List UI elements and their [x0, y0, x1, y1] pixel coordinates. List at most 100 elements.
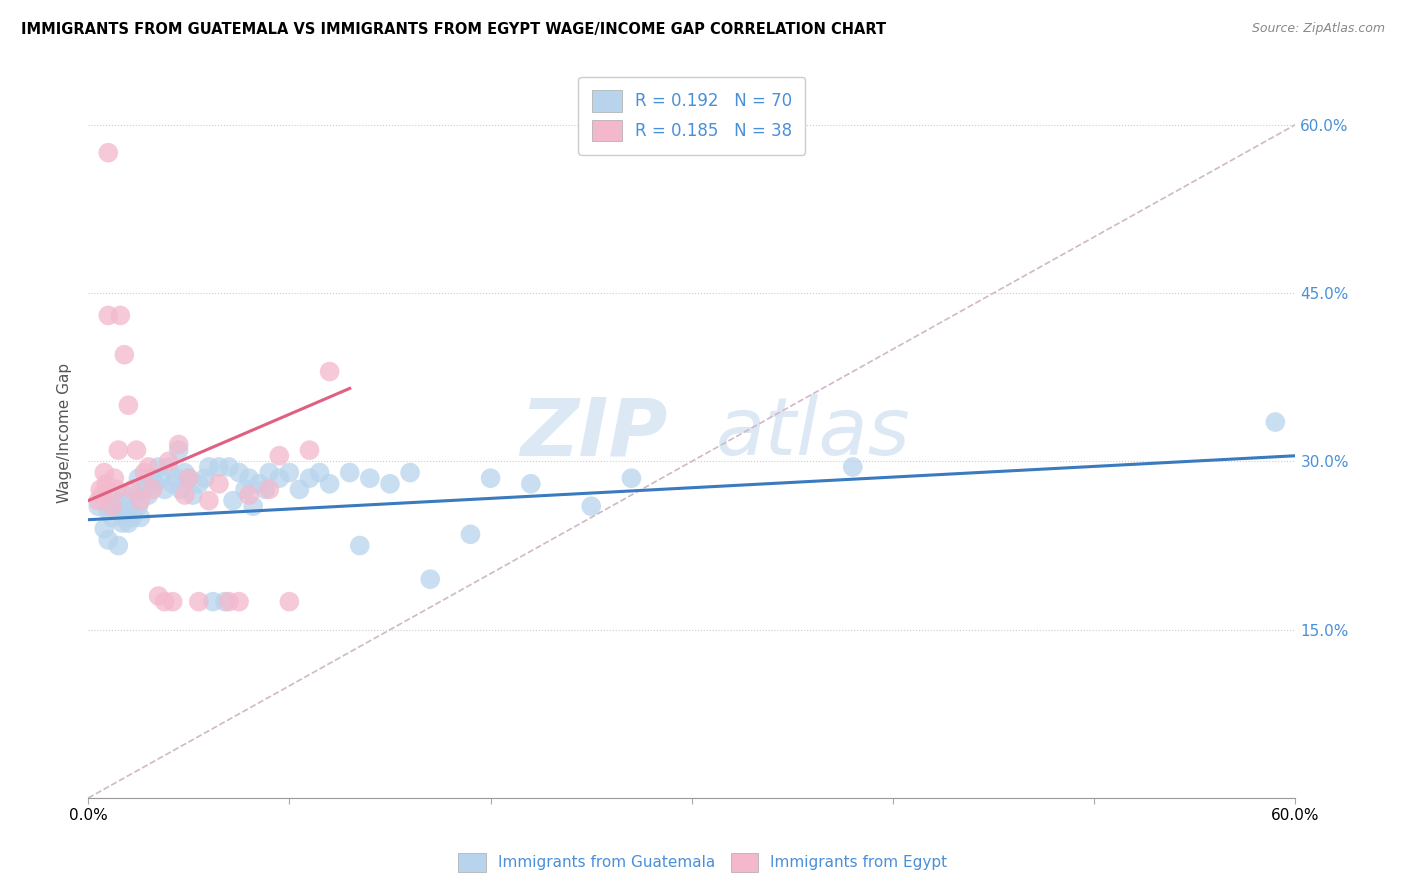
Point — [198, 460, 221, 475]
Point — [97, 145, 120, 160]
Point — [254, 483, 277, 497]
Point — [233, 483, 256, 497]
Point — [318, 476, 340, 491]
Point — [138, 460, 160, 475]
Point — [93, 522, 115, 536]
Point — [308, 466, 330, 480]
Point — [238, 471, 260, 485]
Point — [127, 471, 149, 485]
Point — [129, 510, 152, 524]
Point — [127, 500, 149, 514]
Point — [269, 471, 291, 485]
Point — [214, 594, 236, 608]
Point — [208, 460, 231, 475]
Point — [1264, 415, 1286, 429]
Point — [318, 365, 340, 379]
Point — [208, 476, 231, 491]
Point — [419, 572, 441, 586]
Point — [579, 500, 602, 514]
Point — [148, 589, 170, 603]
Point — [153, 483, 176, 497]
Legend: Immigrants from Guatemala, Immigrants from Egypt: Immigrants from Guatemala, Immigrants fr… — [451, 845, 955, 880]
Text: Source: ZipAtlas.com: Source: ZipAtlas.com — [1251, 22, 1385, 36]
Point — [112, 510, 135, 524]
Point — [97, 309, 120, 323]
Point — [177, 471, 200, 485]
Point — [339, 466, 361, 480]
Point — [157, 454, 180, 468]
Point — [278, 594, 301, 608]
Point — [222, 493, 245, 508]
Point — [269, 449, 291, 463]
Point — [842, 460, 865, 475]
Point — [479, 471, 502, 485]
Point — [149, 471, 172, 485]
Point — [520, 476, 543, 491]
Point — [298, 471, 321, 485]
Point — [288, 483, 311, 497]
Legend: R = 0.192   N = 70, R = 0.185   N = 38: R = 0.192 N = 70, R = 0.185 N = 38 — [578, 77, 806, 154]
Point — [97, 505, 120, 519]
Text: atlas: atlas — [716, 394, 911, 472]
Point — [228, 594, 250, 608]
Point — [117, 516, 139, 530]
Point — [167, 443, 190, 458]
Point — [111, 516, 134, 530]
Point — [153, 594, 176, 608]
Point — [105, 483, 128, 497]
Text: IMMIGRANTS FROM GUATEMALA VS IMMIGRANTS FROM EGYPT WAGE/INCOME GAP CORRELATION C: IMMIGRANTS FROM GUATEMALA VS IMMIGRANTS … — [21, 22, 886, 37]
Point — [378, 476, 401, 491]
Point — [93, 466, 115, 480]
Point — [107, 539, 129, 553]
Point — [228, 466, 250, 480]
Point — [117, 493, 139, 508]
Point — [121, 505, 143, 519]
Point — [96, 476, 118, 491]
Point — [278, 466, 301, 480]
Point — [170, 483, 193, 497]
Point — [157, 460, 180, 475]
Point — [359, 471, 381, 485]
Point — [162, 476, 184, 491]
Point — [181, 488, 204, 502]
Point — [167, 437, 190, 451]
Y-axis label: Wage/Income Gap: Wage/Income Gap — [58, 363, 72, 503]
Point — [218, 460, 240, 475]
Point — [87, 500, 110, 514]
Point — [162, 594, 184, 608]
Point — [112, 348, 135, 362]
Point — [620, 471, 643, 485]
Point — [112, 488, 135, 502]
Point — [97, 533, 120, 547]
Point — [173, 488, 195, 502]
Point — [138, 488, 160, 502]
Point — [117, 398, 139, 412]
Point — [103, 471, 125, 485]
Point — [89, 483, 111, 497]
Point — [138, 471, 160, 485]
Point — [87, 493, 110, 508]
Point — [238, 488, 260, 502]
Point — [194, 471, 217, 485]
Text: ZIP: ZIP — [520, 394, 668, 472]
Point — [125, 443, 148, 458]
Point — [103, 493, 125, 508]
Point — [134, 466, 156, 480]
Point — [349, 539, 371, 553]
Point — [101, 510, 124, 524]
Point — [110, 505, 132, 519]
Point — [187, 594, 209, 608]
Point — [148, 460, 170, 475]
Point — [298, 443, 321, 458]
Point — [141, 471, 163, 485]
Point — [399, 466, 422, 480]
Point — [121, 483, 143, 497]
Point — [173, 466, 195, 480]
Point — [247, 476, 270, 491]
Point — [134, 483, 156, 497]
Point — [198, 493, 221, 508]
Point — [257, 466, 280, 480]
Point — [125, 488, 148, 502]
Point — [257, 483, 280, 497]
Point — [107, 443, 129, 458]
